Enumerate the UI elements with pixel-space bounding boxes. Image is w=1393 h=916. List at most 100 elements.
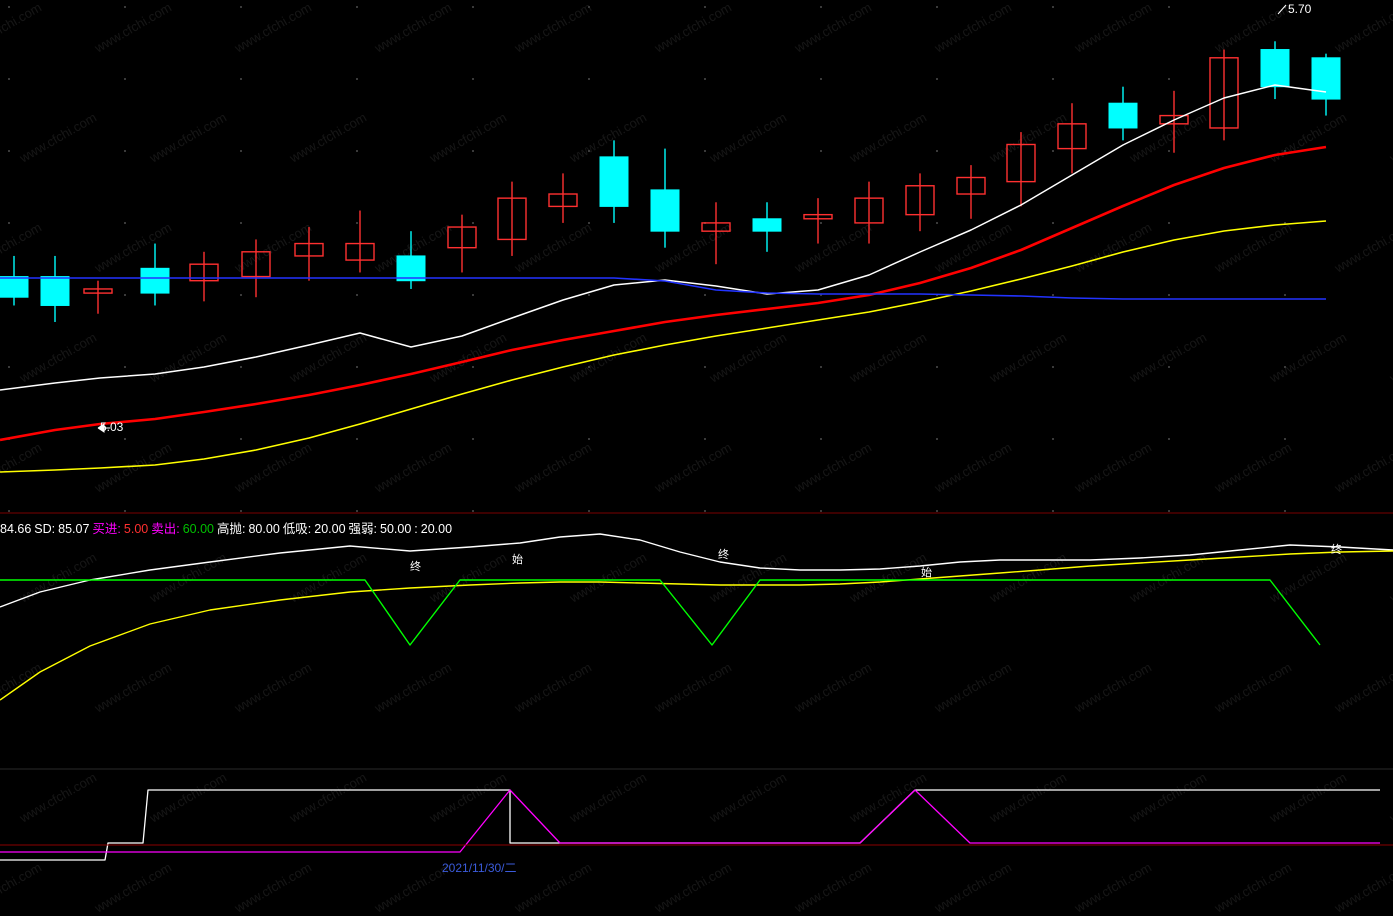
grid-dot	[1284, 366, 1286, 368]
grid-dot	[704, 366, 706, 368]
grid-dot	[124, 222, 126, 224]
indicator-info-bar: 84.66 SD: 85.07 买进: 5.00 卖出: 60.00 高抛: 80.00 低吸: 2…	[0, 518, 1393, 536]
cycle-marker: 始	[512, 554, 523, 566]
grid-dot	[472, 438, 474, 440]
candlestick	[1260, 41, 1290, 100]
candlestick	[0, 255, 29, 306]
grid-dot	[356, 438, 358, 440]
candlestick	[1006, 132, 1036, 207]
grid-dot	[1168, 510, 1170, 512]
grid-dot	[124, 438, 126, 440]
cycle-marker: 终	[718, 549, 729, 561]
sub2-magenta-line	[0, 789, 1380, 853]
grid-dot	[1284, 6, 1286, 8]
grid-dot	[1052, 150, 1054, 152]
info-item: SD:	[34, 522, 56, 536]
candle-body-up	[241, 251, 271, 278]
cycle-marker: 终	[1331, 544, 1342, 556]
info-item: 强弱:	[348, 522, 378, 536]
candle-body-down	[396, 255, 426, 282]
grid-dot	[588, 366, 590, 368]
candle-body-down	[1311, 57, 1341, 100]
candlestick	[497, 181, 527, 256]
candlestick	[854, 181, 884, 244]
candle-body-up	[345, 242, 375, 261]
grid-dot	[8, 366, 10, 368]
candle-body-up	[1006, 143, 1036, 183]
sub2-white-step-line	[0, 789, 1380, 861]
candlestick	[140, 243, 170, 306]
candlestick	[1057, 103, 1087, 174]
info-item: 卖出:	[151, 522, 180, 536]
candle-body-up	[548, 193, 578, 208]
candlestick	[548, 173, 578, 223]
grid-dot	[1052, 222, 1054, 224]
candlestick	[40, 255, 70, 322]
ma-yellow-line	[0, 220, 1327, 473]
candlestick	[447, 214, 477, 273]
info-item: 84.66	[0, 522, 32, 536]
grid-dot	[356, 78, 358, 80]
grid-dot	[936, 222, 938, 224]
grid-dot	[1168, 6, 1170, 8]
date-label: 2021/11/30/二	[442, 861, 517, 875]
grid-dot	[1284, 222, 1286, 224]
grid-dot	[124, 6, 126, 8]
grid-dot	[1284, 510, 1286, 512]
grid-dot	[588, 294, 590, 296]
grid-dot	[240, 6, 242, 8]
grid-dot	[1168, 366, 1170, 368]
grid-dot	[1052, 6, 1054, 8]
grid-dot	[588, 6, 590, 8]
grid-dot	[8, 6, 10, 8]
grid-dot	[704, 78, 706, 80]
candlestick	[189, 251, 219, 302]
candle-body-down	[1260, 49, 1290, 88]
grid-dot	[1168, 150, 1170, 152]
candlestick	[752, 202, 782, 252]
candle-body-down	[599, 156, 629, 207]
low-price-label: 5.03	[100, 420, 124, 434]
grid-dot	[820, 510, 822, 512]
grid-dot	[472, 294, 474, 296]
grid-dot	[588, 438, 590, 440]
info-item: 60.00	[182, 522, 214, 536]
candle-body-up	[905, 185, 935, 216]
grid-dot	[1052, 294, 1054, 296]
grid-dot	[472, 222, 474, 224]
grid-dot	[588, 78, 590, 80]
grid-dot	[1052, 438, 1054, 440]
grid-dot	[1052, 510, 1054, 512]
candlestick	[241, 239, 271, 298]
candle-body-up	[701, 222, 731, 232]
grid-dot	[356, 294, 358, 296]
grid-dot	[356, 366, 358, 368]
candlestick	[803, 198, 833, 244]
candle-body-up	[1209, 57, 1239, 129]
candlestick	[599, 140, 629, 223]
candle-body-up	[854, 197, 884, 224]
candlestick	[83, 280, 113, 314]
grid-dot	[1052, 366, 1054, 368]
candlestick	[701, 202, 731, 265]
grid-dot	[124, 510, 126, 512]
candle-body-down	[40, 276, 70, 306]
candle-body-up	[447, 226, 477, 249]
grid-dot	[240, 78, 242, 80]
grid-dot	[1168, 222, 1170, 224]
cycle-marker: 终	[410, 561, 421, 573]
candlestick	[1311, 53, 1341, 116]
grid-dot	[240, 438, 242, 440]
grid-dot	[124, 366, 126, 368]
grid-dot	[1168, 78, 1170, 80]
grid-dot	[820, 6, 822, 8]
grid-dot	[8, 222, 10, 224]
grid-dot	[1052, 78, 1054, 80]
cycle-marker: 始	[921, 567, 932, 579]
grid-dot	[472, 510, 474, 512]
grid-dot	[820, 222, 822, 224]
grid-dot	[820, 294, 822, 296]
low-price-arrow	[97, 423, 105, 433]
candle-body-up	[83, 288, 113, 294]
